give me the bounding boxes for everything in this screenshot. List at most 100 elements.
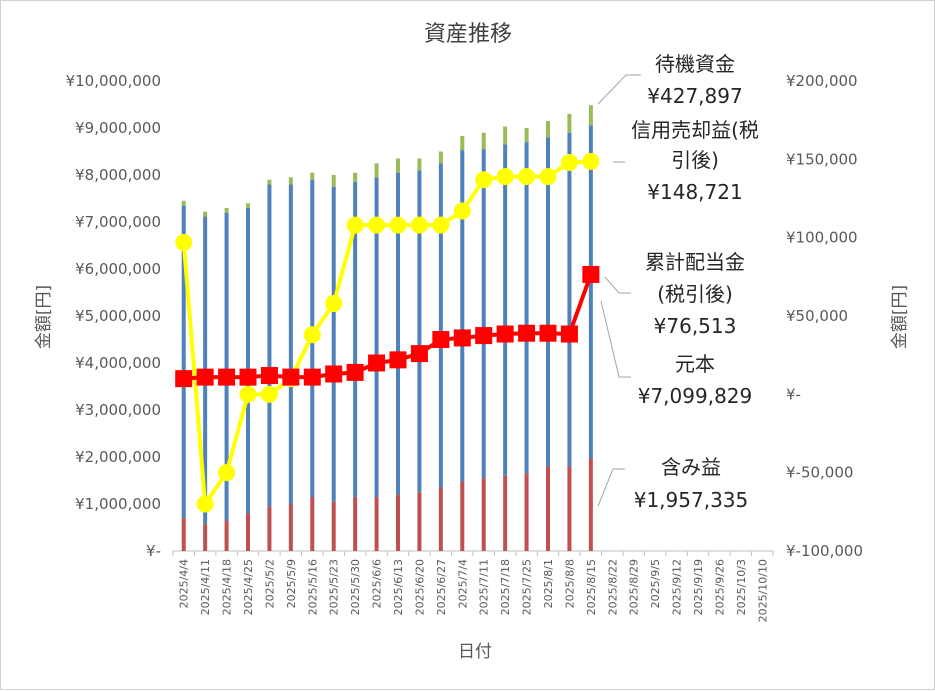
line-marker (539, 324, 557, 342)
bar-segment (438, 487, 443, 551)
x-tick-label: 2025/4/4 (178, 559, 191, 608)
line-marker (325, 294, 343, 312)
bar-segment (374, 496, 379, 551)
line-marker (389, 216, 407, 234)
x-tick-label: 2025/5/9 (285, 559, 298, 608)
annotation-value: ¥1,957,335 (634, 488, 749, 512)
bar-segment (503, 475, 508, 551)
line-marker (346, 216, 364, 234)
line-series (175, 152, 600, 513)
right-tick-label: ¥-100,000 (786, 542, 863, 560)
bar-segment (438, 163, 443, 488)
line-marker (303, 326, 321, 344)
line-marker (496, 325, 514, 343)
bar-segment (460, 481, 465, 551)
right-tick-label: ¥50,000 (786, 307, 848, 325)
bar-segment (246, 203, 250, 208)
bar-segment (460, 135, 465, 151)
x-tick-label: 2025/8/22 (606, 559, 619, 615)
line-marker (539, 168, 557, 186)
left-tick-label: ¥1,000,000 (75, 495, 161, 513)
bar-segment (331, 501, 336, 551)
bar-segment (203, 524, 208, 551)
bar-segment (331, 175, 336, 187)
line-marker (560, 153, 578, 171)
callout-leader (597, 468, 625, 507)
bar-segment (524, 473, 529, 551)
bar-segment (374, 163, 379, 178)
bar-segment (353, 172, 358, 183)
line-marker (410, 216, 428, 234)
annotation-title: 元本 (675, 352, 715, 376)
x-axis: 2025/4/4 2025/4/11 2025/4/18 2025/4/25 2025/… (172, 550, 774, 622)
annotation-margin-sale-profit: 信用売却益(税 引後) ¥148,721 (613, 118, 759, 204)
line-marker (175, 370, 193, 388)
bar-segment (396, 172, 400, 495)
line-marker (218, 464, 236, 482)
right-tick-label: ¥100,000 (786, 229, 858, 247)
line-marker (282, 368, 300, 386)
x-tick-label: 2025/9/26 (713, 559, 726, 615)
bar-segment (588, 459, 593, 551)
left-tick-label: ¥10,000,000 (66, 72, 161, 90)
line-marker (496, 168, 514, 186)
line-marker (410, 345, 428, 363)
bar-segment (288, 184, 293, 504)
bar-segment (267, 184, 272, 507)
x-tick-label: 2025/8/8 (563, 559, 576, 608)
right-tick-label: ¥150,000 (786, 150, 858, 168)
x-tick-label: 2025/6/6 (371, 559, 384, 608)
bar-segment (546, 120, 550, 138)
bar-segment (481, 478, 486, 551)
bar-segment (546, 466, 550, 551)
callout-leader (604, 276, 631, 294)
left-y-axis: ¥- ¥1,000,000 ¥2,000,000 ¥3,000,000 ¥4,000,0… (66, 72, 161, 560)
right-tick-label: ¥-50,000 (786, 464, 853, 482)
line-marker (560, 325, 578, 343)
bar-segment (588, 125, 593, 460)
x-tick-label: 2025/7/11 (478, 559, 491, 615)
annotation-line2: (税引後) (657, 282, 733, 306)
bar-segment (353, 182, 358, 497)
x-tick-label: 2025/6/20 (413, 559, 426, 615)
left-tick-label: ¥9,000,000 (75, 119, 161, 137)
line-marker (260, 367, 278, 385)
left-tick-label: ¥7,000,000 (75, 213, 161, 231)
line-marker (453, 329, 471, 347)
callout-leader (597, 74, 641, 105)
bar-segment (481, 149, 486, 479)
x-tick-label: 2025/10/10 (756, 559, 769, 622)
right-tick-label: ¥200,000 (786, 72, 858, 90)
line-marker (175, 233, 193, 251)
line-marker (475, 171, 493, 189)
bar-segment (524, 128, 529, 143)
left-tick-label: ¥2,000,000 (75, 448, 161, 466)
bar-segment (460, 150, 465, 482)
bar-segment (181, 518, 186, 551)
bar-segment (181, 205, 186, 519)
left-tick-label: ¥4,000,000 (75, 354, 161, 372)
annotation-unrealized-gain: 含み益 ¥1,957,335 (597, 455, 749, 512)
bar-segment (310, 172, 315, 180)
line-marker (582, 265, 600, 283)
annotation-principal: 元本 ¥7,099,829 (600, 300, 753, 408)
x-tick-label: 2025/6/13 (392, 559, 405, 615)
bar-segment (288, 177, 293, 185)
bar-segment (267, 179, 272, 185)
x-tick-label: 2025/7/4 (456, 559, 469, 608)
bar-segment (267, 506, 272, 551)
x-tick-label: 2025/5/16 (306, 559, 319, 615)
line-marker (346, 363, 364, 381)
annotation-value: ¥7,099,829 (638, 384, 753, 408)
line-marker (518, 168, 536, 186)
x-tick-label: 2025/7/18 (499, 559, 512, 615)
x-tick-label: 2025/9/5 (649, 559, 662, 608)
bar-segment (417, 158, 422, 171)
bar-segment (503, 144, 508, 476)
bar-segment (503, 126, 508, 145)
callout-leader (600, 300, 631, 378)
x-tick-label: 2025/5/30 (349, 559, 362, 615)
bar-segment (567, 132, 572, 467)
line-marker (453, 202, 471, 220)
bar-segment (417, 492, 422, 551)
